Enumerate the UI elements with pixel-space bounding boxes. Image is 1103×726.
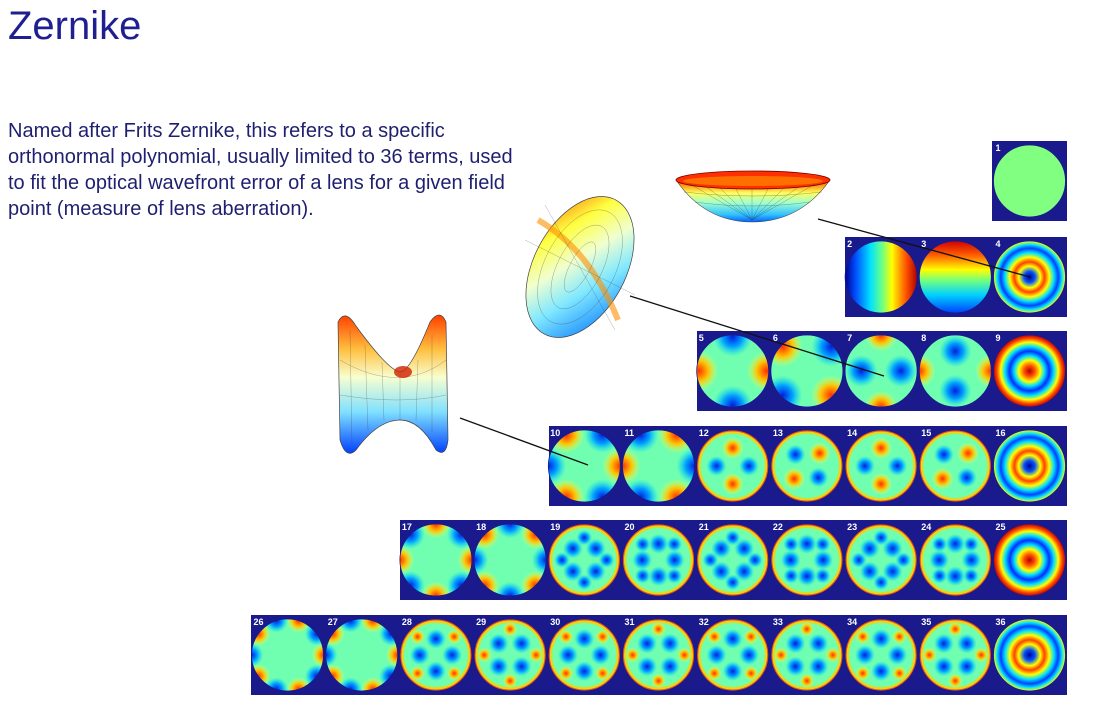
defocus-surface-3d: [675, 170, 831, 223]
term-number-label: 7: [847, 333, 852, 343]
page-title: Zernike: [8, 4, 142, 48]
term-number-label: 3: [921, 239, 926, 249]
zernike-term-8: 8: [918, 333, 992, 408]
zernike-term-28: 28: [399, 617, 473, 692]
zernike-term-5: 5: [696, 333, 770, 408]
zernike-term-30: 30: [547, 617, 621, 692]
term-number-label: 23: [847, 522, 857, 532]
zernike-term-7: 7: [844, 333, 918, 408]
term-number-label: 2: [847, 239, 852, 249]
term-number-label: 19: [550, 522, 560, 532]
zernike-term-31: 31: [622, 617, 695, 692]
term-number-label: 26: [254, 617, 264, 627]
term-number-label: 18: [476, 522, 486, 532]
term-number-label: 8: [921, 333, 926, 343]
astigmatism-surface-3d: [524, 196, 636, 338]
zernike-term-13: 13: [770, 428, 844, 503]
term-number-label: 35: [921, 617, 931, 627]
term-number-label: 30: [550, 617, 560, 627]
zernike-term-22: 22: [770, 522, 844, 597]
zernike-term-33: 33: [770, 617, 844, 692]
zernike-term-11: 11: [622, 428, 695, 503]
term-number-label: 29: [476, 617, 486, 627]
zernike-term-23: 23: [844, 522, 918, 597]
zernike-term-34: 34: [844, 617, 918, 692]
zernike-term-12: 12: [696, 428, 770, 503]
zernike-term-21: 21: [696, 522, 770, 597]
term-number-label: 1: [996, 143, 1001, 153]
term-number-label: 14: [847, 428, 857, 438]
term-number-label: 6: [773, 333, 778, 343]
term-number-label: 4: [996, 239, 1001, 249]
term-number-label: 12: [699, 428, 709, 438]
description: Named after Frits Zernike, this refers t…: [8, 120, 513, 220]
term-number-label: 28: [402, 617, 412, 627]
term-number-label: 25: [996, 522, 1006, 532]
zernike-term-24: 24: [918, 522, 992, 597]
term-number-label: 20: [625, 522, 635, 532]
term-number-label: 24: [921, 522, 931, 532]
term-number-label: 13: [773, 428, 783, 438]
zernike-term-15: 15: [918, 428, 992, 503]
zernike-term-32: 32: [696, 617, 770, 692]
zernike-term-14: 14: [844, 428, 918, 503]
zernike-term-29: 29: [473, 617, 547, 692]
zernike-term-2: 2: [844, 239, 918, 314]
term-number-label: 17: [402, 522, 412, 532]
term-number-label: 5: [699, 333, 704, 343]
term-number-label: 36: [996, 617, 1006, 627]
term-number-label: 34: [847, 617, 857, 627]
zernike-term-3: 3: [918, 239, 992, 314]
zernike-term-9: 9: [993, 333, 1066, 408]
term-number-label: 9: [996, 333, 1001, 343]
zernike-term-36: 36: [993, 617, 1066, 692]
zernike-term-19: 19: [547, 522, 621, 597]
zernike-term-35: 35: [918, 617, 992, 692]
term-number-label: 21: [699, 522, 709, 532]
zernike-term-10: 10: [547, 428, 621, 503]
term-number-label: 10: [550, 428, 560, 438]
zernike-term-20: 20: [622, 522, 695, 597]
zernike-term-16: 16: [993, 428, 1066, 503]
term-number-label: 33: [773, 617, 783, 627]
term-number-label: 15: [921, 428, 931, 438]
trefoil-surface-3d: [337, 314, 449, 454]
term-number-label: 27: [328, 617, 338, 627]
term-number-label: 22: [773, 522, 783, 532]
term-number-label: 11: [625, 428, 635, 438]
connector-lines: [459, 218, 1031, 466]
term-number-label: 16: [996, 428, 1006, 438]
zernike-term-18: 18: [473, 522, 547, 597]
zernike-term-25: 25: [993, 522, 1066, 597]
term-number-label: 32: [699, 617, 709, 627]
term-number-label: 31: [625, 617, 635, 627]
zernike-term-1: 1: [993, 143, 1066, 218]
